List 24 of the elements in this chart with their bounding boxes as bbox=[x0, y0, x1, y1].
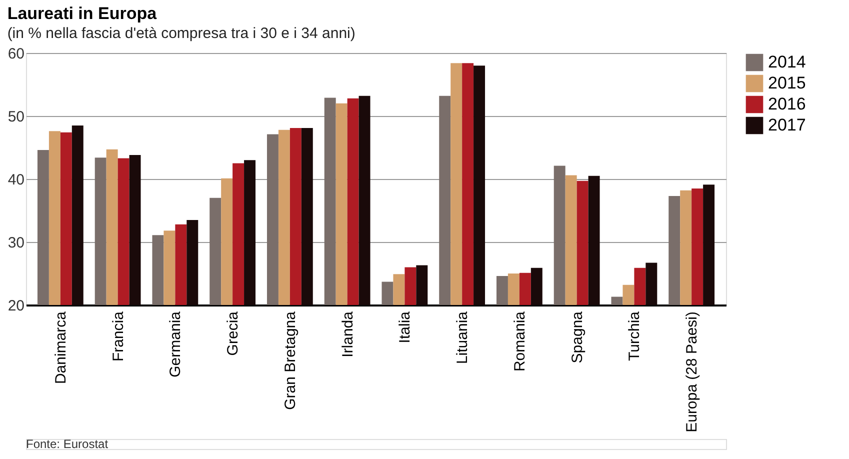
x-tick-label: Danimarca bbox=[52, 310, 70, 384]
legend-label: 2015 bbox=[768, 74, 806, 92]
x-tick-label: Germania bbox=[167, 310, 184, 378]
chart-title: Laureati in Europa bbox=[7, 4, 158, 23]
x-tick-label: Spagna bbox=[568, 310, 586, 364]
y-tick-label: 60 bbox=[8, 46, 24, 62]
x-tick-label: Romania bbox=[511, 310, 528, 372]
x-tick-label: Europa (28 Paesi) bbox=[684, 312, 701, 432]
y-tick-label: 50 bbox=[8, 108, 24, 126]
x-tick-label: Italia bbox=[396, 310, 414, 344]
x-tick-label: Francia bbox=[110, 310, 127, 362]
legend-label: 2014 bbox=[768, 52, 806, 72]
x-tick-label: Lituania bbox=[454, 310, 472, 364]
x-tick-label: Gran Bretagna bbox=[282, 310, 299, 410]
y-tick-label: 20 bbox=[8, 298, 24, 314]
x-tick-label: Irlanda bbox=[339, 310, 356, 358]
y-tick-label: 30 bbox=[8, 234, 24, 252]
source-note: Fonte: Eurostat bbox=[26, 437, 109, 451]
legend-label: 2016 bbox=[768, 94, 806, 114]
x-tick-label: Turchia bbox=[626, 310, 644, 361]
chart-subtitle: (in % nella fascia d'età compresa tra i 30 e i 34 anni) bbox=[7, 25, 356, 42]
x-tick-label: Grecia bbox=[224, 310, 242, 356]
y-tick-label: 40 bbox=[8, 172, 24, 188]
legend-label: 2017 bbox=[768, 116, 806, 134]
